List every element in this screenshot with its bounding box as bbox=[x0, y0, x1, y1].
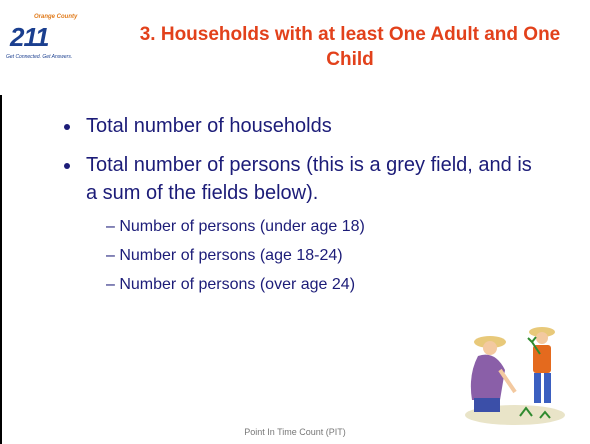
bullet-item: Total number of households bbox=[82, 112, 532, 141]
slide-title: 3. Households with at least One Adult an… bbox=[139, 24, 561, 70]
sub-item: Number of persons (over age 24) bbox=[106, 270, 532, 299]
logo-tagline: Get Connected. Get Answers. bbox=[6, 54, 73, 60]
sub-item: Number of persons (age 18-24) bbox=[106, 241, 532, 270]
sub-list: Number of persons (under age 18)Number o… bbox=[86, 212, 532, 299]
footer: Point In Time Count (PIT) bbox=[244, 427, 346, 437]
frame-line bbox=[0, 95, 2, 444]
bullet-item: Total number of persons (this is a grey … bbox=[82, 151, 532, 299]
sub-item: Number of persons (under age 18) bbox=[106, 212, 532, 241]
bullet-text: Total number of households bbox=[86, 115, 332, 137]
bullet-list: Total number of households Total number o… bbox=[60, 112, 532, 309]
logo-number: 211 bbox=[10, 22, 49, 52]
clipart-gardeners bbox=[465, 327, 565, 425]
bullet-text: Total number of persons (this is a grey … bbox=[86, 153, 532, 205]
logo-county: Orange County bbox=[34, 14, 78, 20]
